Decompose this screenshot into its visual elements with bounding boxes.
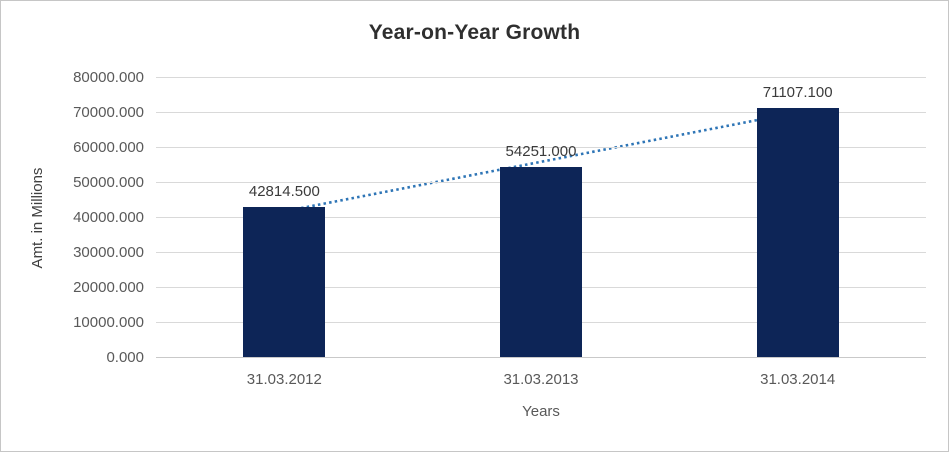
x-tick-label: 31.03.2013 <box>503 371 579 388</box>
y-tick-label: 40000.000 <box>73 209 144 226</box>
bar-data-label: 71107.100 <box>762 84 833 102</box>
bar <box>243 207 326 357</box>
y-tick-label: 50000.000 <box>73 174 144 191</box>
bar <box>500 167 582 357</box>
chart-title: Year-on-Year Growth <box>368 21 581 44</box>
x-tick-label: 31.03.2012 <box>246 371 322 388</box>
x-tick-label: 31.03.2014 <box>760 371 836 388</box>
x-axis-line <box>156 357 926 358</box>
y-tick-label: 0.000 <box>106 349 144 366</box>
bar <box>756 108 839 357</box>
y-tick-label: 80000.000 <box>73 69 144 86</box>
bar-data-label: 42814.500 <box>248 183 320 201</box>
y-tick-label: 30000.000 <box>73 244 144 261</box>
grid-line <box>156 77 926 78</box>
y-tick-label: 70000.000 <box>73 104 144 121</box>
y-tick-label: 10000.000 <box>73 314 144 331</box>
grid-line <box>156 147 926 148</box>
y-tick-label: 60000.000 <box>73 139 144 156</box>
y-tick-label: 20000.000 <box>73 279 144 296</box>
plot-area: 42814.500 54251.000 71107.100 <box>156 77 926 358</box>
x-axis-title: Years <box>522 403 560 420</box>
grid-line <box>156 112 926 113</box>
bar-data-label: 54251.000 <box>505 143 577 161</box>
